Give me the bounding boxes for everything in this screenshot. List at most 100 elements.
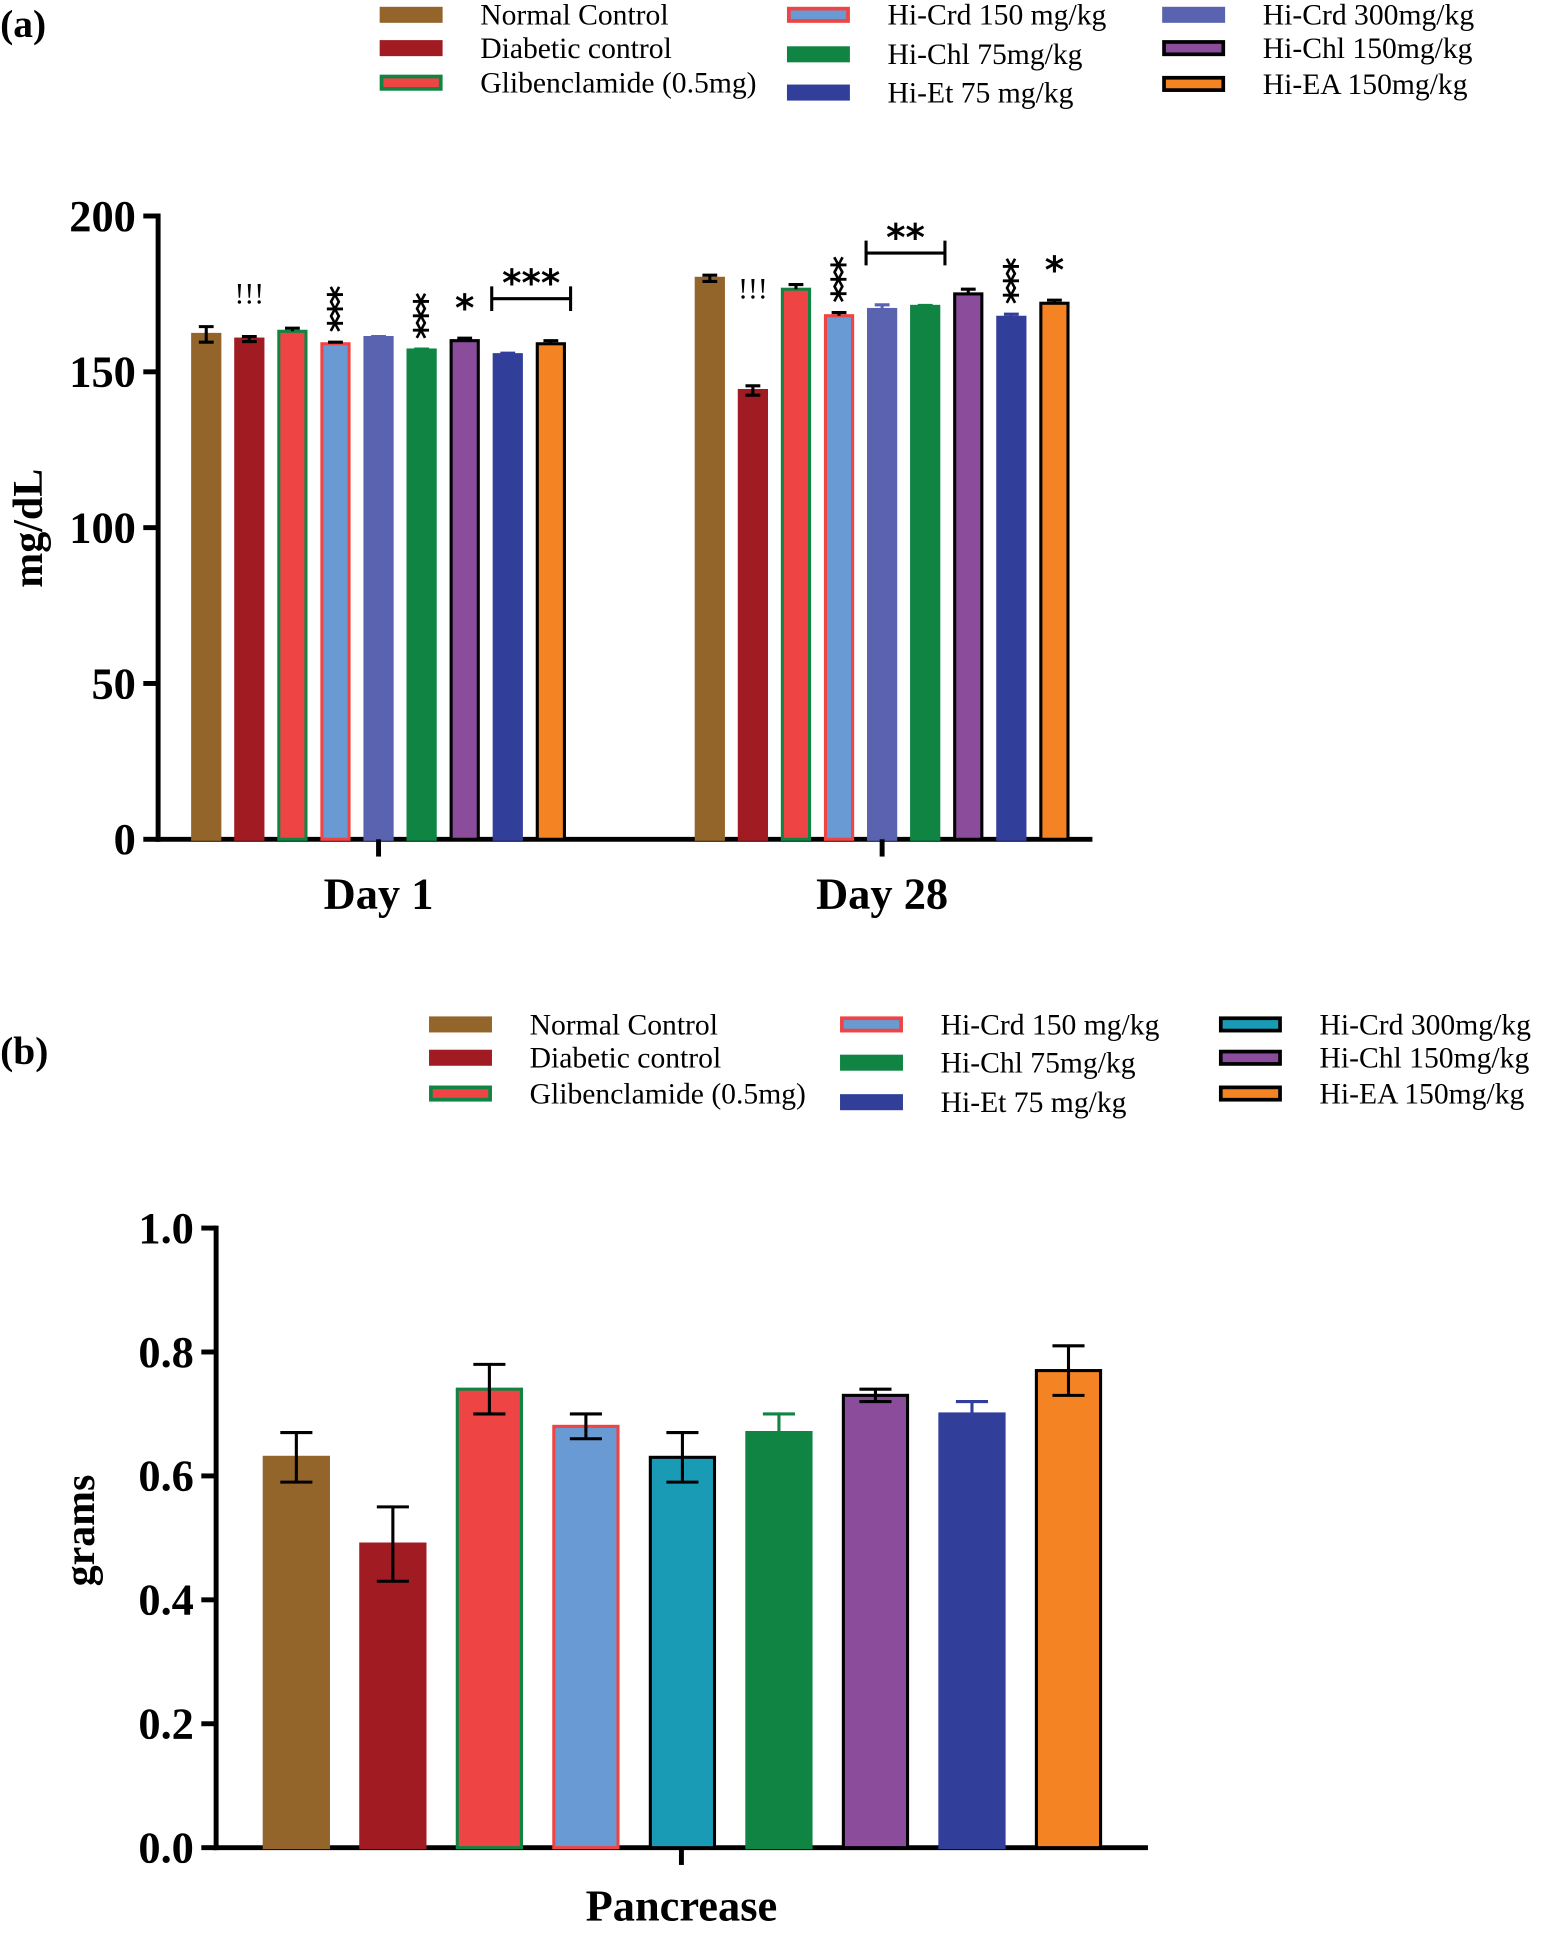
- bar: [737, 388, 769, 841]
- bar: [492, 353, 523, 841]
- panel-a-label: (a): [0, 2, 46, 46]
- bar: [648, 1455, 717, 1850]
- legend-swatch: [1162, 6, 1226, 23]
- legend-swatch: [379, 40, 443, 57]
- y-tick-label: 50: [91, 658, 135, 708]
- error-bar: [745, 390, 761, 397]
- legend-swatch: [379, 74, 443, 91]
- y-tick-label: 0: [114, 814, 136, 864]
- y-tick-label: 0.6: [138, 1451, 194, 1501]
- bar: [277, 329, 308, 841]
- x-axis-label-b: Pancrease: [586, 1880, 778, 1930]
- y-axis-label-a: mg/dL: [6, 469, 52, 588]
- legend-label: Hi-Et 75 mg/kg: [941, 1087, 1127, 1119]
- error-bar: [198, 325, 214, 335]
- error-bar: [198, 334, 214, 344]
- legend-label: Diabetic control: [530, 1043, 722, 1075]
- error-bar: [831, 311, 847, 316]
- legend-label: Hi-EA 150mg/kg: [1263, 69, 1468, 101]
- significance-marker: ***: [321, 286, 361, 333]
- x-tick-label: Day 1: [324, 868, 434, 918]
- y-tick-label: 0.4: [138, 1575, 194, 1625]
- legend-swatch: [1162, 40, 1226, 57]
- bar: [867, 307, 898, 841]
- error-bar: [745, 384, 761, 391]
- bar: [191, 332, 222, 841]
- error-bar: [955, 1400, 989, 1428]
- error-bar: [241, 335, 257, 340]
- legend-swatch: [786, 46, 850, 63]
- error-bar: [543, 339, 559, 344]
- legend-label: Hi-Crd 300mg/kg: [1263, 0, 1475, 32]
- x-tick-label: Day 28: [816, 868, 948, 918]
- error-bar: [960, 287, 976, 294]
- error-bar: [762, 1412, 795, 1453]
- error-bar: [569, 1412, 602, 1441]
- error-bar: [500, 351, 516, 355]
- bar: [535, 342, 566, 841]
- significance-marker: *: [1045, 249, 1064, 292]
- bar: [996, 315, 1027, 841]
- legend-label: Hi-Chl 150mg/kg: [1320, 1043, 1530, 1075]
- y-tick-label: 200: [69, 191, 136, 241]
- bar: [262, 1455, 330, 1850]
- legend-label: Hi-Et 75 mg/kg: [888, 77, 1074, 109]
- significance-marker: !!!: [235, 279, 265, 311]
- legend-label: Hi-EA 150mg/kg: [1320, 1078, 1525, 1110]
- error-bar: [241, 339, 257, 344]
- bar: [363, 335, 394, 841]
- error-bar: [328, 340, 343, 344]
- bar: [953, 292, 984, 841]
- legend-label: Glibenclamide (0.5mg): [480, 68, 756, 100]
- error-bar: [376, 1505, 409, 1583]
- legend-label: Normal Control: [480, 0, 668, 32]
- legend-swatch: [786, 6, 850, 23]
- bar: [1039, 301, 1070, 841]
- plot-b: 0.0 0.2 0.4 0.6 0.8 1.0: [138, 1203, 1148, 1872]
- error-bar: [666, 1430, 699, 1484]
- legend-label: Hi-Chl 75mg/kg: [888, 39, 1083, 71]
- bar: [938, 1412, 1006, 1850]
- legend-swatch: [840, 1054, 903, 1071]
- bar: [406, 348, 437, 841]
- bar: [1034, 1369, 1103, 1850]
- bar: [694, 276, 725, 841]
- significance-marker: !!!: [738, 274, 768, 306]
- error-bar: [284, 326, 300, 332]
- bar: [910, 304, 941, 841]
- y-tick-label: 1.0: [138, 1203, 194, 1253]
- error-bar: [702, 278, 718, 283]
- legend-swatch: [429, 1016, 492, 1033]
- bar: [552, 1424, 620, 1850]
- bar: [449, 339, 480, 841]
- significance-marker: ***: [502, 262, 560, 305]
- error-bar: [788, 283, 804, 290]
- error-bar: [457, 336, 473, 341]
- error-bar: [917, 303, 933, 307]
- legend-swatch: [786, 84, 850, 101]
- significance-marker: ***: [997, 258, 1037, 305]
- legend-swatch: [1218, 1085, 1282, 1102]
- bar: [455, 1387, 524, 1850]
- legend-swatch: [429, 1085, 492, 1102]
- bar: [234, 337, 265, 841]
- error-bar: [280, 1430, 313, 1484]
- bar: [823, 314, 855, 841]
- bar: [780, 287, 812, 841]
- legend-swatch: [840, 1016, 903, 1033]
- y-tick-label: 100: [69, 502, 136, 552]
- error-bar: [414, 347, 430, 351]
- legend-label: Hi-Crd 300mg/kg: [1320, 1009, 1532, 1041]
- y-tick-label: 150: [69, 347, 136, 397]
- legend-label: Diabetic control: [480, 33, 672, 65]
- significance-marker: **: [886, 217, 925, 260]
- y-tick-label: 0.8: [138, 1327, 194, 1377]
- error-bar: [874, 303, 890, 310]
- legend-label: Hi-Chl 75mg/kg: [941, 1048, 1136, 1080]
- legend-label: Hi-Chl 150mg/kg: [1263, 33, 1473, 65]
- significance-bracket: [490, 286, 573, 312]
- error-bar: [1052, 1344, 1085, 1397]
